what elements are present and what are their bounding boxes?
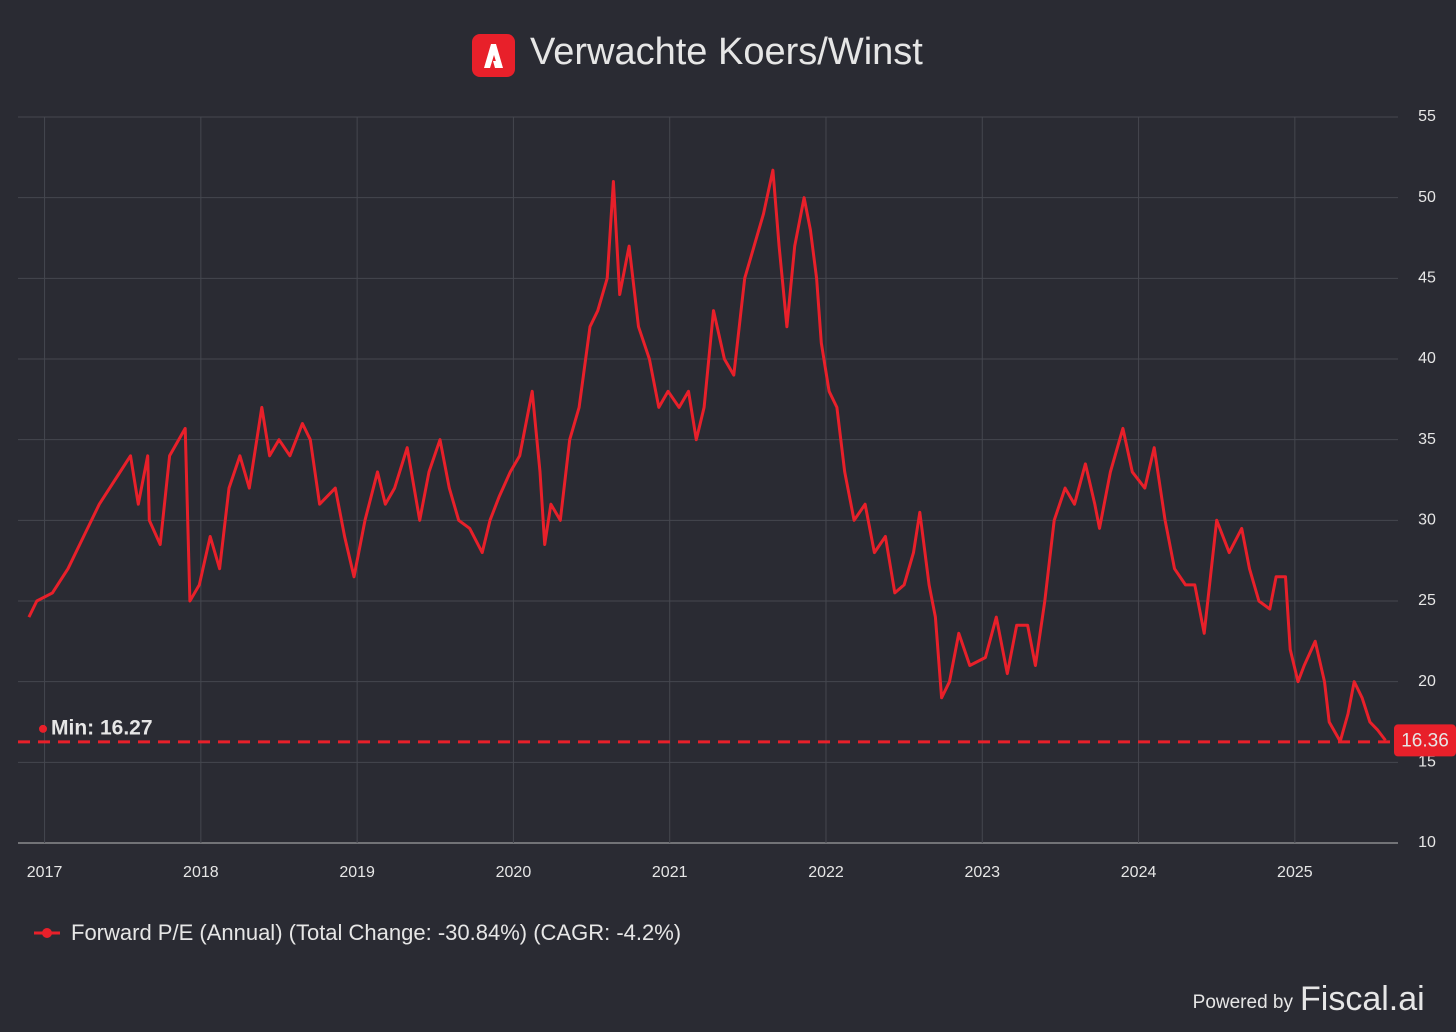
x-tick-label: 2025 xyxy=(1277,864,1313,881)
x-tick-label: 2023 xyxy=(964,864,1000,881)
series-line xyxy=(27,168,1387,743)
y-tick-label: 55 xyxy=(1418,108,1436,125)
logo-glyph xyxy=(484,44,503,68)
y-tick-label: 40 xyxy=(1418,350,1436,367)
x-tick-label: 2019 xyxy=(339,864,375,881)
min-marker xyxy=(39,724,47,733)
y-tick-label: 25 xyxy=(1418,592,1436,609)
footer-prefix: Powered by xyxy=(1193,992,1294,1013)
y-tick-label: 35 xyxy=(1418,431,1436,448)
y-tick-label: 50 xyxy=(1418,189,1436,206)
x-tick-label: 2018 xyxy=(183,864,219,881)
legend-label: Forward P/E (Annual) (Total Change: -30.… xyxy=(71,920,681,945)
x-tick-label: 2022 xyxy=(808,864,844,881)
y-tick-label: 45 xyxy=(1418,270,1436,287)
footer-brand: Fiscal.ai xyxy=(1300,980,1425,1018)
chart-title: Verwachte Koers/Winst xyxy=(530,31,923,73)
last-value-label: 16.36 xyxy=(1401,730,1449,751)
legend-marker xyxy=(42,928,52,938)
y-tick-label: 30 xyxy=(1418,512,1436,529)
x-tick-label: 2024 xyxy=(1121,864,1157,881)
y-tick-label: 15 xyxy=(1418,754,1436,771)
y-tick-label: 20 xyxy=(1418,673,1436,690)
x-tick-label: 2020 xyxy=(496,864,532,881)
min-label: Min: 16.27 xyxy=(51,716,153,739)
y-tick-label: 10 xyxy=(1418,834,1436,851)
x-tick-label: 2017 xyxy=(27,864,63,881)
last-value-badge xyxy=(1394,724,1456,757)
x-tick-label: 2021 xyxy=(652,864,688,881)
